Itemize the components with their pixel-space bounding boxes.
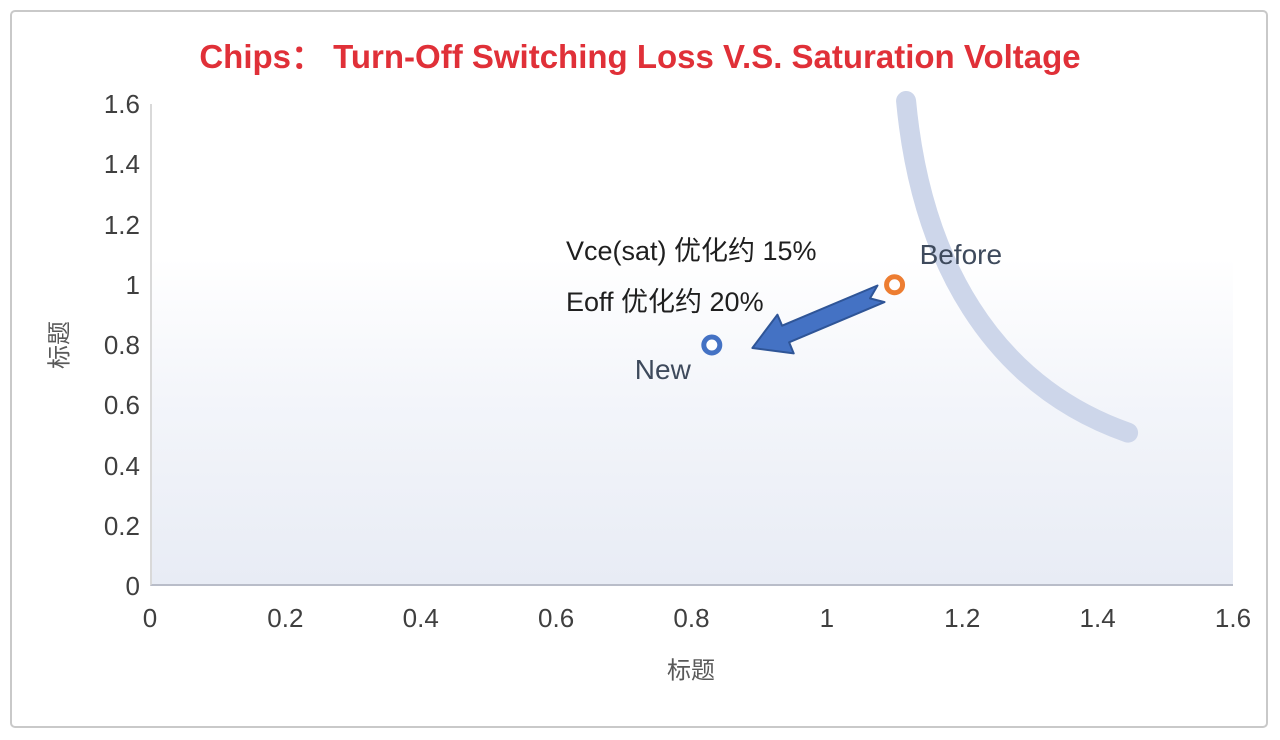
y-tick-label: 1 [125, 269, 140, 300]
x-tick-label: 0.6 [538, 603, 575, 633]
chart-title: Chips： Turn-Off Switching Loss V.S. Satu… [199, 38, 1081, 75]
x-tick-label: 0.8 [673, 603, 710, 633]
y-tick-label: 0.6 [103, 390, 140, 421]
point-label-new: New [634, 354, 691, 385]
y-tick-label: 0 [125, 571, 140, 601]
y-axis-title: 标题 [46, 321, 74, 369]
y-tick-label: 0.2 [103, 510, 140, 541]
plot-area [150, 104, 1233, 586]
x-tick-label: 1.4 [1079, 603, 1116, 633]
x-tick-label: 1.2 [944, 603, 981, 633]
x-tick-label: 1 [819, 603, 835, 633]
y-tick-label: 0.8 [103, 330, 140, 360]
y-tick-label: 1.4 [103, 149, 140, 180]
annotation-vcesat: Vce(sat) 优化约 15% [566, 236, 817, 266]
x-tick-label: 0.4 [402, 603, 439, 633]
x-axis-title: 标题 [667, 657, 715, 685]
x-tick-label: 0 [142, 603, 158, 633]
x-tick-label: 0.2 [267, 603, 304, 633]
y-tick-label: 1.2 [103, 209, 140, 240]
annotation-eoff: Eoff 优化约 20% [566, 287, 764, 317]
x-tick-label: 1.6 [1214, 603, 1252, 633]
point-label-before: Before [919, 238, 1003, 270]
y-tick-label: 1.6 [103, 89, 140, 119]
y-tick-label: 0.4 [103, 450, 140, 481]
